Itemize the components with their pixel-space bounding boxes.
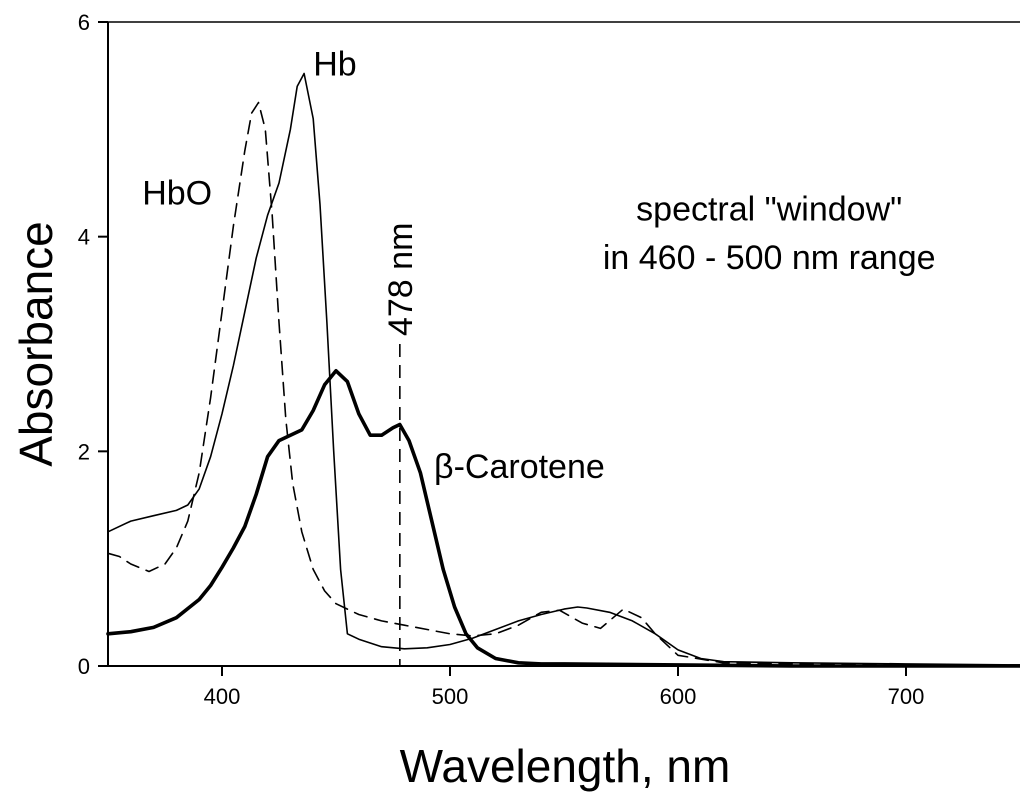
- series-line-0: [107, 72, 1020, 666]
- annotation-label-2: β-Carotene: [434, 448, 605, 486]
- ticks: 400 500 600 700 0 2 4 6: [78, 10, 925, 709]
- series-line-2: [106, 368, 1020, 668]
- marker-label: 478 nm: [382, 223, 420, 336]
- annotation-label-3: spectral "window": [636, 191, 902, 229]
- y-tick-label: 6: [78, 10, 90, 35]
- series-layer: [106, 72, 1020, 668]
- annotation-label-0: Hb: [313, 46, 356, 84]
- y-tick-label: 2: [78, 439, 90, 464]
- x-tick-label: 400: [204, 684, 241, 709]
- x-axis-title: Wavelength, nm: [400, 740, 731, 792]
- y-tick-label: 0: [78, 654, 90, 679]
- annotation-layer: Hb HbO β-Carotene spectral "window" in 460 -…: [142, 46, 936, 486]
- annotation-label-4: in 460 - 500 nm range: [603, 239, 936, 277]
- axes: [107, 21, 1020, 667]
- x-tick-label: 600: [660, 684, 697, 709]
- y-tick-label: 4: [78, 225, 90, 250]
- x-tick-label: 500: [432, 684, 469, 709]
- y-axis-title: Absorbance: [10, 221, 62, 467]
- marker-layer: 478 nm: [382, 223, 420, 666]
- annotation-label-1: HbO: [142, 174, 212, 212]
- x-tick-label: 700: [888, 684, 925, 709]
- series-line-1: [107, 101, 1020, 666]
